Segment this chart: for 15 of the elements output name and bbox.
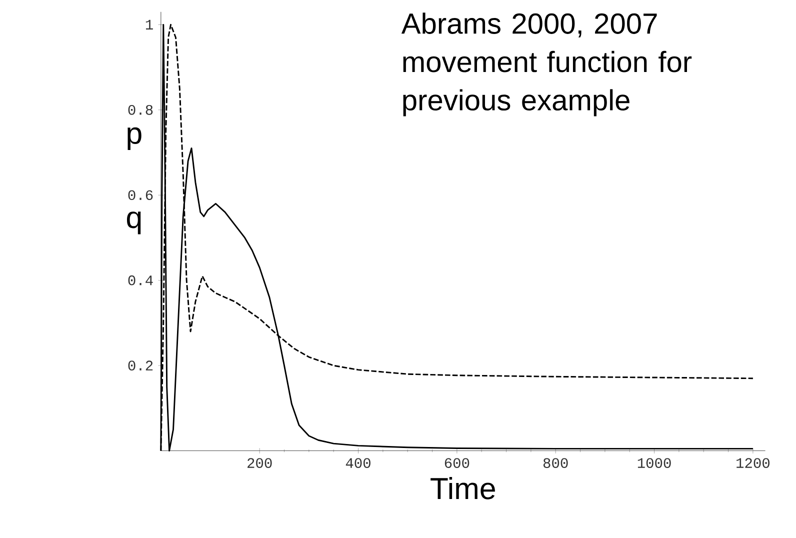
x-axis-title: Time bbox=[430, 477, 495, 500]
x-tick-label: 200 bbox=[248, 458, 272, 468]
x-tick-label: 600 bbox=[444, 458, 470, 468]
x-tick-label: 1200 bbox=[736, 458, 770, 468]
series-label: q bbox=[127, 212, 141, 234]
x-tick-label: 400 bbox=[346, 458, 370, 468]
y-tick-label: 0.4 bbox=[128, 275, 153, 286]
x-tick-label: 1000 bbox=[638, 458, 671, 468]
series-label: p bbox=[128, 127, 142, 150]
y-tick-label: 0.6 bbox=[128, 190, 153, 200]
x-tick-label: 800 bbox=[543, 458, 568, 468]
annotation: Abrams 2000, 2007 movement function for previous example bbox=[401, 12, 692, 116]
y-tick-label: 1 bbox=[146, 20, 153, 30]
y-tick-label: 0.8 bbox=[128, 104, 153, 115]
y-tick-label: 0.2 bbox=[128, 360, 153, 371]
